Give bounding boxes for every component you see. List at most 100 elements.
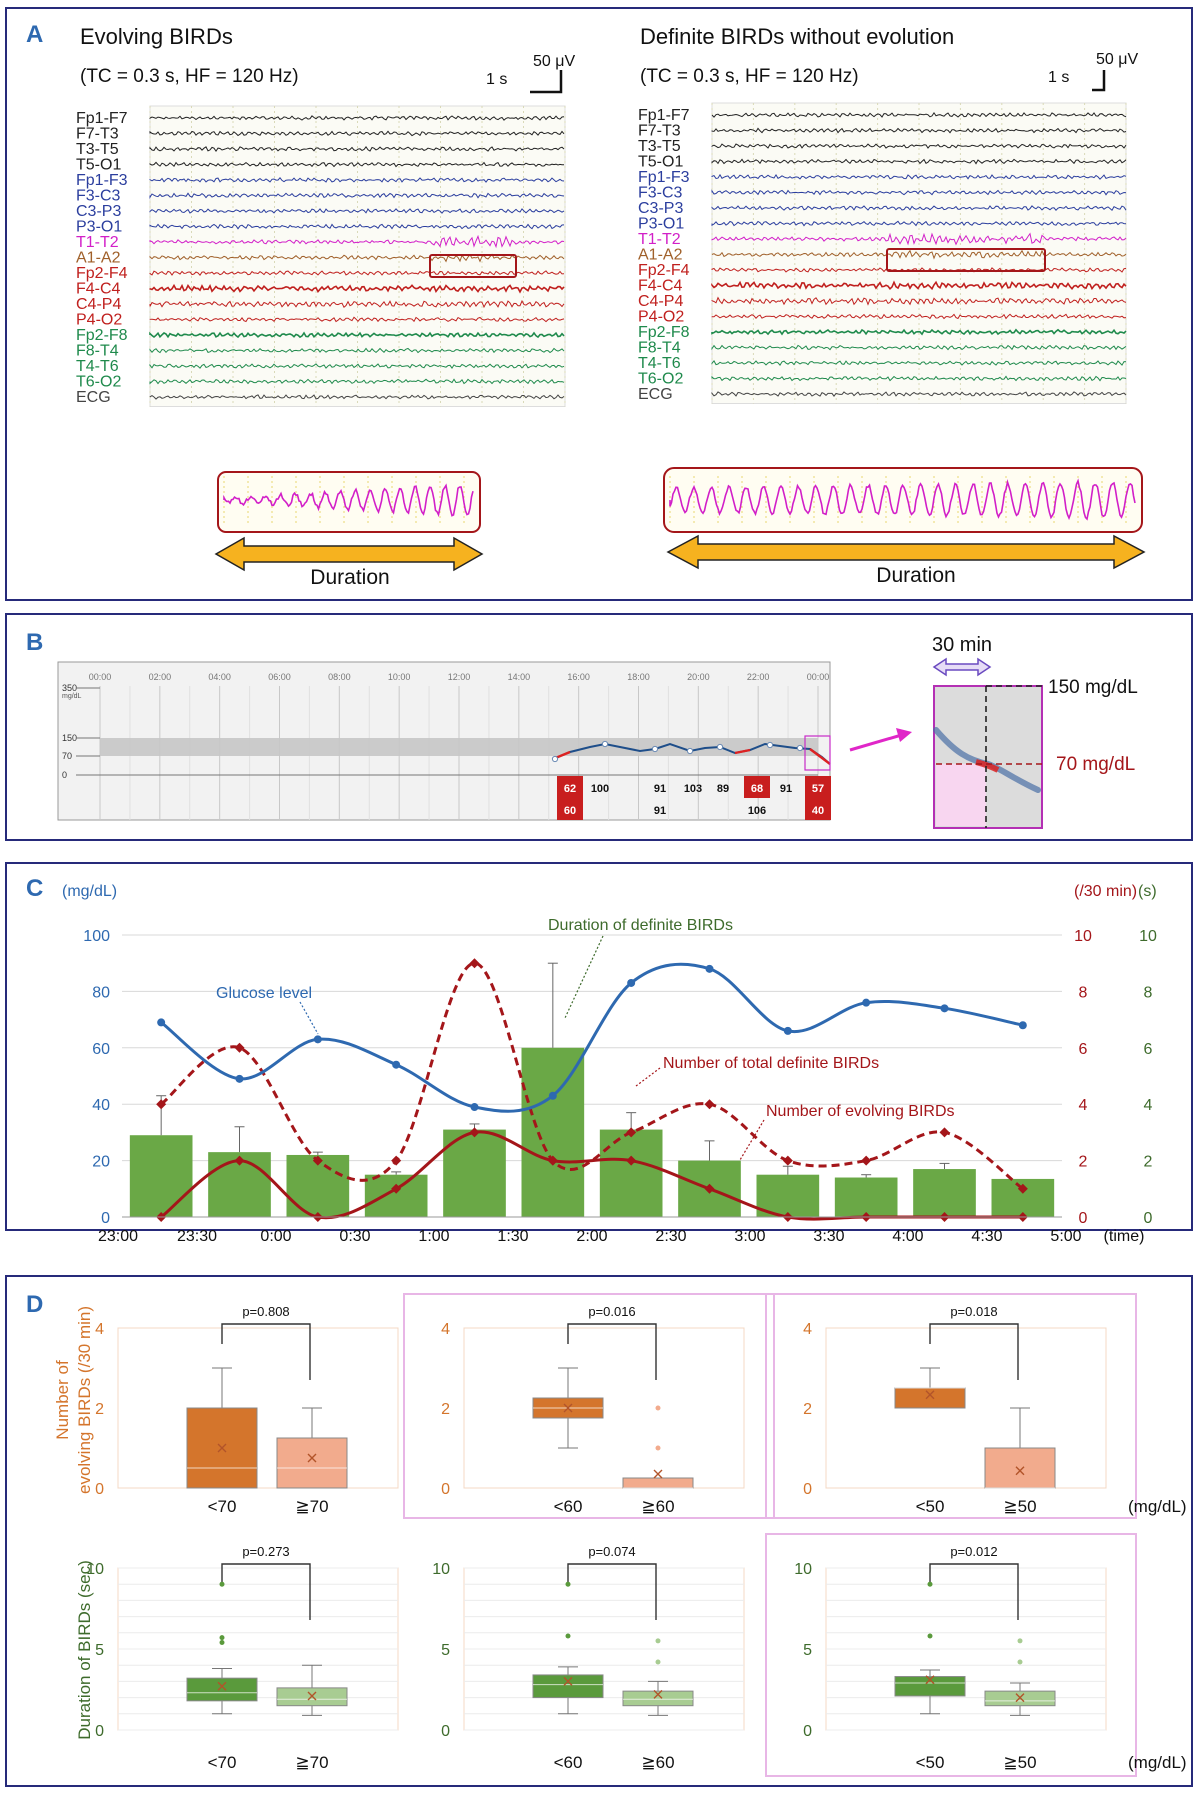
p-value: p=0.808: [242, 1304, 289, 1319]
left-axis-tick: 20: [92, 1154, 110, 1171]
cgm-reading-dot: [766, 741, 774, 749]
panel-d-frame: [5, 1275, 1193, 1787]
right-axis-tick: 8: [1079, 984, 1088, 1001]
channel-label: C4-P4: [76, 296, 121, 313]
p-bracket: [929, 1563, 1019, 1620]
box-mean-marker: [563, 1403, 573, 1413]
eeg-left-scale-bar: [530, 70, 563, 94]
duration-bar: [913, 1169, 976, 1217]
box: [622, 1690, 694, 1707]
panel-a-frame: [5, 7, 1193, 601]
box-unit: (mg/dL): [1128, 1497, 1187, 1516]
x-axis-tick: 4:30: [971, 1228, 1002, 1245]
box-mean-marker: [653, 1469, 663, 1479]
box-y-tick: 4: [803, 1321, 812, 1338]
channel-label: Fp1-F3: [76, 172, 128, 189]
eeg-left-duration-arrow: [214, 536, 484, 572]
eeg-right-scale-amp: 50 μV: [1096, 51, 1138, 68]
zoom-window-arrow: [932, 657, 992, 677]
eeg-trace: [711, 112, 1127, 118]
box-mean-marker: [307, 1453, 317, 1463]
p-bracket: [929, 1323, 1019, 1380]
total-definite-line: [160, 961, 1024, 1191]
evolving-point: [547, 1155, 558, 1166]
cgm-low-reading-box: [557, 776, 583, 798]
cgm-time-tick: 12:00: [448, 672, 471, 682]
cgm-low-segment: [734, 748, 751, 755]
cgm-low-reading-box: [805, 798, 831, 820]
eeg-trace: [711, 360, 1127, 366]
eeg-right-detail-box: [663, 467, 1143, 533]
eeg-left-detail-trace: [223, 476, 474, 524]
box-outlier: [655, 1405, 661, 1411]
cgm-time-tick: 18:00: [627, 672, 650, 682]
cgm-reading: 68: [751, 783, 763, 795]
panel-d-label: D: [26, 1291, 43, 1318]
cgm-time-tick: 06:00: [268, 672, 291, 682]
box-outlier: [927, 1633, 933, 1639]
box-y-tick: 4: [95, 1321, 104, 1338]
eeg-left-traces: Fp1-F7F7-T3T3-T5T5-O1Fp1-F3F3-C3C3-P3P3-…: [76, 105, 566, 407]
channel-label: T5-O1: [638, 154, 683, 171]
chart-d: Number of evolving BIRDs (/30 min) 024p=0.…: [53, 1293, 1187, 1777]
eeg-trace: [149, 234, 565, 249]
glucose-point: [627, 978, 636, 987]
total-definite-point: [861, 1155, 872, 1166]
box-outlier: [1017, 1638, 1023, 1644]
duration-bar: [129, 1135, 193, 1217]
plot-area: [117, 1327, 399, 1489]
channel-label: Fp2-F8: [76, 327, 128, 344]
total-definite-point: [391, 1155, 402, 1166]
channel-label: F3-C3: [638, 185, 683, 202]
zoom-low-area: [936, 764, 986, 826]
channel-label: Fp1-F7: [638, 107, 690, 124]
box-group-label: <70: [208, 1497, 237, 1516]
channel-label: T3-T5: [638, 138, 681, 155]
cgm-reading: 91: [654, 805, 666, 817]
eeg-trace: [711, 328, 1127, 336]
channel-label: F8-T4: [638, 340, 681, 357]
detail-trace: [223, 483, 474, 518]
total-definite-leader: [635, 1067, 661, 1087]
cgm-reading-dot: [651, 745, 659, 753]
glucose-point: [705, 964, 714, 973]
glucose-point: [157, 1018, 166, 1027]
eeg-trace: [711, 158, 1127, 165]
channel-label: F4-C4: [638, 278, 683, 295]
left-axis-label: (mg/dL): [62, 883, 117, 900]
total-definite-point: [939, 1127, 950, 1138]
eeg-left-title: Evolving BIRDs: [80, 24, 233, 49]
p-value: p=0.016: [588, 1304, 635, 1319]
cgm-y-tick: 70: [62, 751, 72, 761]
right-axis-tick: 6: [1079, 1041, 1088, 1058]
box-ylabel: evolving BIRDs (/30 min): [75, 1306, 94, 1494]
glucose-point: [313, 1035, 322, 1044]
channel-label: T1-T2: [638, 231, 681, 248]
eeg-right-scale-time: 1 s: [1048, 69, 1069, 86]
cgm-time-tick: 22:00: [747, 672, 770, 682]
cgm-time-tick: 10:00: [388, 672, 411, 682]
eeg-trace: [149, 363, 565, 369]
box: [894, 1387, 966, 1409]
box: [894, 1676, 966, 1697]
highlight-frame: [765, 1533, 1137, 1777]
eeg-trace: [149, 130, 565, 137]
evolving-annotation: Number of evolving BIRDs: [766, 1103, 955, 1120]
cgm-reading-dot: [796, 744, 804, 752]
total-definite-point: [1017, 1183, 1028, 1194]
box-y-tick: 4: [441, 1321, 450, 1338]
channel-label: T6-O2: [76, 374, 121, 391]
cgm-reading: 103: [684, 783, 702, 795]
highlight-frame: [403, 1293, 775, 1519]
eeg-trace: [149, 316, 565, 323]
box: [622, 1477, 694, 1489]
cgm-reading-dot: [686, 747, 694, 755]
glucose-point: [235, 1074, 244, 1083]
total-definite-point: [469, 958, 480, 969]
cgm-time-tick: 00:00: [807, 672, 830, 682]
box-ylabel: Number of: [53, 1360, 72, 1440]
right-axis-tick: 2: [1079, 1154, 1088, 1171]
duration-bar: [834, 1177, 898, 1217]
eeg-trace: [149, 283, 565, 294]
